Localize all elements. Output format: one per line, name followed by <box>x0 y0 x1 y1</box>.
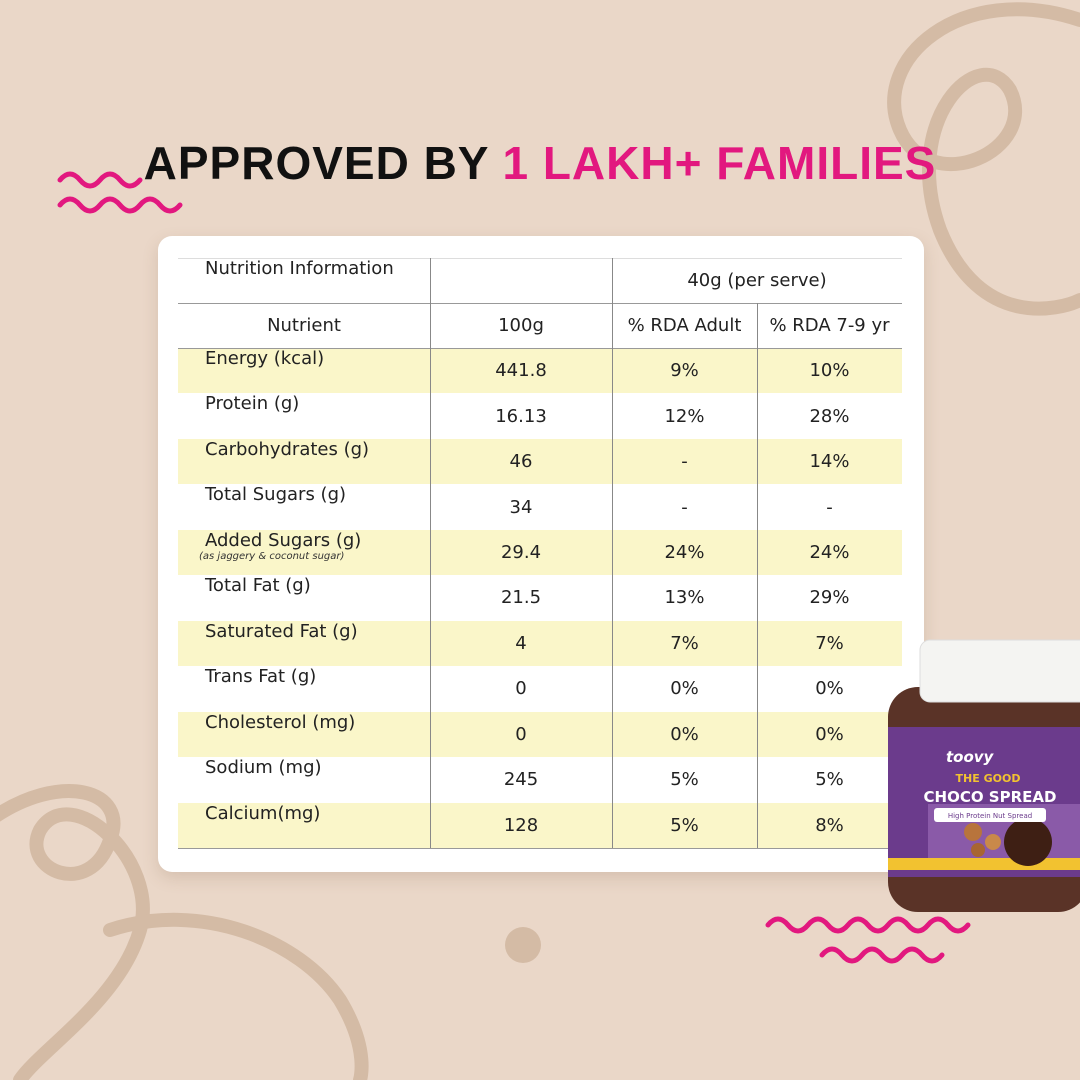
row-highlight <box>178 529 902 576</box>
header-cell: 40g (per serve) <box>687 270 827 291</box>
value-cell: 9% <box>670 360 699 382</box>
row-highlight <box>178 348 902 394</box>
headline: APPROVED BY 1 LAKH+ FAMILIES <box>0 136 1080 190</box>
row-highlight <box>178 438 902 485</box>
rule <box>178 348 902 349</box>
product-jar: toovy THE GOOD CHOCO SPREAD High Protein… <box>888 639 1080 912</box>
value-cell: - <box>681 451 688 473</box>
column-header: % RDA Adult <box>627 315 742 336</box>
value-cell: 0% <box>815 678 844 700</box>
nutrient-label: Carbohydrates (g) <box>205 438 370 460</box>
squiggles <box>57 171 971 964</box>
value-cell: 245 <box>503 769 539 791</box>
nutrition-card: Nutrition Information 40g (per serve) Nutr… <box>158 236 924 872</box>
value-cell: 12% <box>664 405 705 427</box>
value-cell: 13% <box>664 587 705 609</box>
row-highlight <box>178 711 902 758</box>
rule <box>178 848 902 849</box>
nutrient-name: Carbohydrates (g) <box>178 439 430 484</box>
value-cell: 8% <box>815 814 844 836</box>
nutrient-name: Calcium(mg) <box>178 803 430 848</box>
nutrient-name: Total Fat (g) <box>178 575 430 620</box>
value-cell: 441.8 <box>495 360 547 382</box>
nutrient-name: Energy (kcal) <box>178 348 430 393</box>
nutrient-label: Saturated Fat (g) <box>205 620 358 642</box>
nutrient-name: Saturated Fat (g) <box>178 621 430 666</box>
row-highlight <box>178 620 902 667</box>
value-cell: 0 <box>515 723 527 745</box>
value-cell: 29% <box>809 587 850 609</box>
nutrient-name: Sodium (mg) <box>178 757 430 802</box>
value-cell: 29.4 <box>500 542 542 564</box>
rule <box>178 258 902 259</box>
value-cell: 10% <box>809 360 850 382</box>
nutrient-name: Protein (g) <box>178 393 430 438</box>
value-cell: - <box>826 496 833 518</box>
value-cell: 16.13 <box>495 405 547 427</box>
nutrient-label: Sodium (mg) <box>205 757 322 779</box>
rule <box>178 303 902 304</box>
nutrient-label: Added Sugars (g) <box>205 529 362 551</box>
nutrient-name: Trans Fat (g) <box>178 666 430 711</box>
value-cell: 14% <box>809 451 850 473</box>
divider <box>757 303 758 848</box>
nutrient-label: Energy (kcal) <box>205 348 325 369</box>
value-cell: 5% <box>670 769 699 791</box>
nutrient-label: Protein (g) <box>205 393 300 415</box>
value-cell: 28% <box>809 405 850 427</box>
value-cell: 0% <box>670 723 699 745</box>
value-cell: 4 <box>515 632 527 654</box>
nutrient-name: Cholesterol (mg) <box>178 712 430 757</box>
value-cell: - <box>681 496 688 518</box>
title-pink: 1 LAKH+ FAMILIES <box>502 137 937 189</box>
nutrient-note: (as jaggery & coconut sugar) <box>199 550 345 562</box>
divider <box>612 258 613 848</box>
nutrient-label: Total Fat (g) <box>205 575 311 597</box>
value-cell: 5% <box>815 769 844 791</box>
value-cell: 0% <box>815 723 844 745</box>
value-cell: 21.5 <box>500 587 542 609</box>
nutrition-table: Nutrition Information 40g (per serve) Nutr… <box>178 258 902 849</box>
jar-line: THE GOOD <box>956 772 1021 785</box>
value-cell: 128 <box>503 814 539 836</box>
title-dark: APPROVED BY <box>143 137 489 189</box>
column-header: Nutrient <box>267 315 341 336</box>
jar-brand: toovy <box>946 748 995 766</box>
value-cell: 7% <box>815 632 844 654</box>
nutrient-label: Total Sugars (g) <box>205 484 347 506</box>
nutrient-label: Trans Fat (g) <box>205 666 317 688</box>
value-cell: 24% <box>664 542 705 564</box>
jar-tagline: High Protein Nut Spread <box>948 812 1032 820</box>
value-cell: 24% <box>809 542 850 564</box>
header-cell: Nutrition Information <box>205 258 394 279</box>
nutrient-name: Total Sugars (g) <box>178 484 430 529</box>
value-cell: 0 <box>515 678 527 700</box>
row-highlight <box>178 802 902 848</box>
nutrient-label: Cholesterol (mg) <box>205 711 356 733</box>
divider <box>430 258 431 848</box>
value-cell: 34 <box>509 496 533 518</box>
column-header: % RDA 7-9 yr <box>769 315 890 336</box>
value-cell: 0% <box>670 678 699 700</box>
value-cell: 46 <box>509 451 533 473</box>
column-header: 100g <box>498 315 544 336</box>
jar-name: CHOCO SPREAD <box>924 788 1057 806</box>
value-cell: 5% <box>670 814 699 836</box>
nutrient-label: Calcium(mg) <box>205 802 321 824</box>
nutrient-name: Added Sugars (g) (as jaggery & coconut su… <box>178 530 430 575</box>
value-cell: 7% <box>670 632 699 654</box>
